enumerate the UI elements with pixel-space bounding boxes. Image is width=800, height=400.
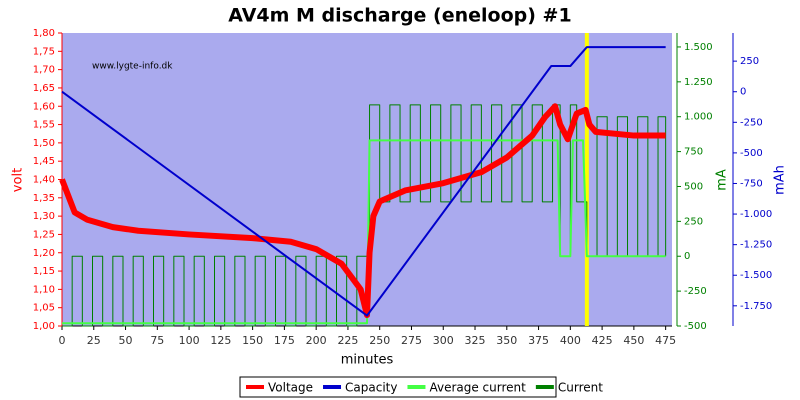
y2-tick-label: 750	[684, 147, 703, 158]
x-tick-label: 425	[592, 334, 613, 347]
legend	[239, 376, 557, 398]
x-tick-label: 25	[87, 334, 101, 347]
y2-tick-label: 1.000	[684, 112, 713, 123]
x-tick-label: 175	[274, 334, 295, 347]
y2-tick-label: 250	[684, 216, 703, 227]
y-tick-label: 1,05	[33, 303, 55, 314]
y-tick-label: 1,25	[33, 229, 55, 240]
y-tick-label: 1,50	[33, 138, 55, 149]
y3-tick-label: -1.250	[740, 240, 772, 251]
y-tick-label: 1,70	[33, 65, 55, 76]
y-tick-label: 1,20	[33, 248, 55, 259]
legend-label: Current	[558, 381, 603, 395]
y-tick-label: 1,30	[33, 211, 55, 222]
y3-tick-label: 0	[740, 87, 746, 98]
y3-tick-label: -1.750	[740, 301, 772, 312]
legend-label: Average current	[429, 381, 526, 395]
y-tick-label: 1,15	[33, 266, 55, 277]
y2-tick-label: 1.250	[684, 77, 713, 88]
series-line	[61, 46, 666, 317]
x-tick-label: 250	[369, 334, 390, 347]
x-tick-label: 350	[496, 334, 517, 347]
y-tick-label: 1,00	[33, 321, 55, 332]
x-tick-label: 0	[59, 334, 66, 347]
y3-tick-label: 250	[740, 56, 759, 67]
x-tick-label: 275	[401, 334, 422, 347]
x-tick-label: 125	[210, 334, 231, 347]
x-tick-label: 300	[433, 334, 454, 347]
y-tick-label: 1,80	[33, 28, 55, 39]
y-tick-label: 1,65	[33, 83, 55, 94]
y2-tick-label: 0	[684, 251, 690, 262]
x-tick-label: 100	[179, 334, 200, 347]
y3-tick-label: -500	[740, 148, 763, 159]
y2-axis-label: mA	[715, 169, 730, 191]
x-tick-label: 225	[337, 334, 358, 347]
y3-tick-label: -1.000	[740, 209, 772, 220]
x-tick-label: 75	[150, 334, 164, 347]
y-tick-label: 1,45	[33, 156, 55, 167]
y2-tick-label: 500	[684, 181, 703, 192]
x-axis-label: minutes	[341, 353, 394, 368]
y2-tick-label: 1.500	[684, 42, 713, 53]
legend-label: Capacity	[345, 381, 397, 395]
series-line	[62, 139, 666, 325]
watermark: www.lygte-info.dk	[92, 62, 173, 72]
y3-tick-label: -1.500	[740, 270, 772, 281]
x-tick-label: 450	[623, 334, 644, 347]
y2-tick-label: -250	[684, 286, 707, 297]
y3-axis-label: mAh	[773, 165, 788, 195]
y-tick-label: 1,10	[33, 284, 55, 295]
y-tick-label: 1,35	[33, 193, 55, 204]
series-line	[62, 104, 667, 327]
x-tick-label: 375	[528, 334, 549, 347]
x-tick-label: 475	[655, 334, 676, 347]
legend-label: Voltage	[268, 381, 313, 395]
y-tick-label: 1,60	[33, 101, 55, 112]
x-tick-label: 150	[242, 334, 263, 347]
x-tick-label: 325	[465, 334, 486, 347]
x-tick-label: 50	[119, 334, 133, 347]
x-tick-label: 400	[560, 334, 581, 347]
y2-tick-label: -500	[684, 321, 707, 332]
y-tick-label: 1,55	[33, 120, 55, 131]
y-tick-label: 1,40	[33, 175, 55, 186]
x-tick-label: 200	[306, 334, 327, 347]
series-line	[59, 103, 666, 319]
y3-tick-label: -750	[740, 178, 763, 189]
y3-tick-label: -250	[740, 117, 763, 128]
y-axis-label: volt	[11, 168, 26, 192]
chart-title: AV4m M discharge (eneloop) #1	[228, 5, 571, 27]
y-tick-label: 1,75	[33, 46, 55, 57]
